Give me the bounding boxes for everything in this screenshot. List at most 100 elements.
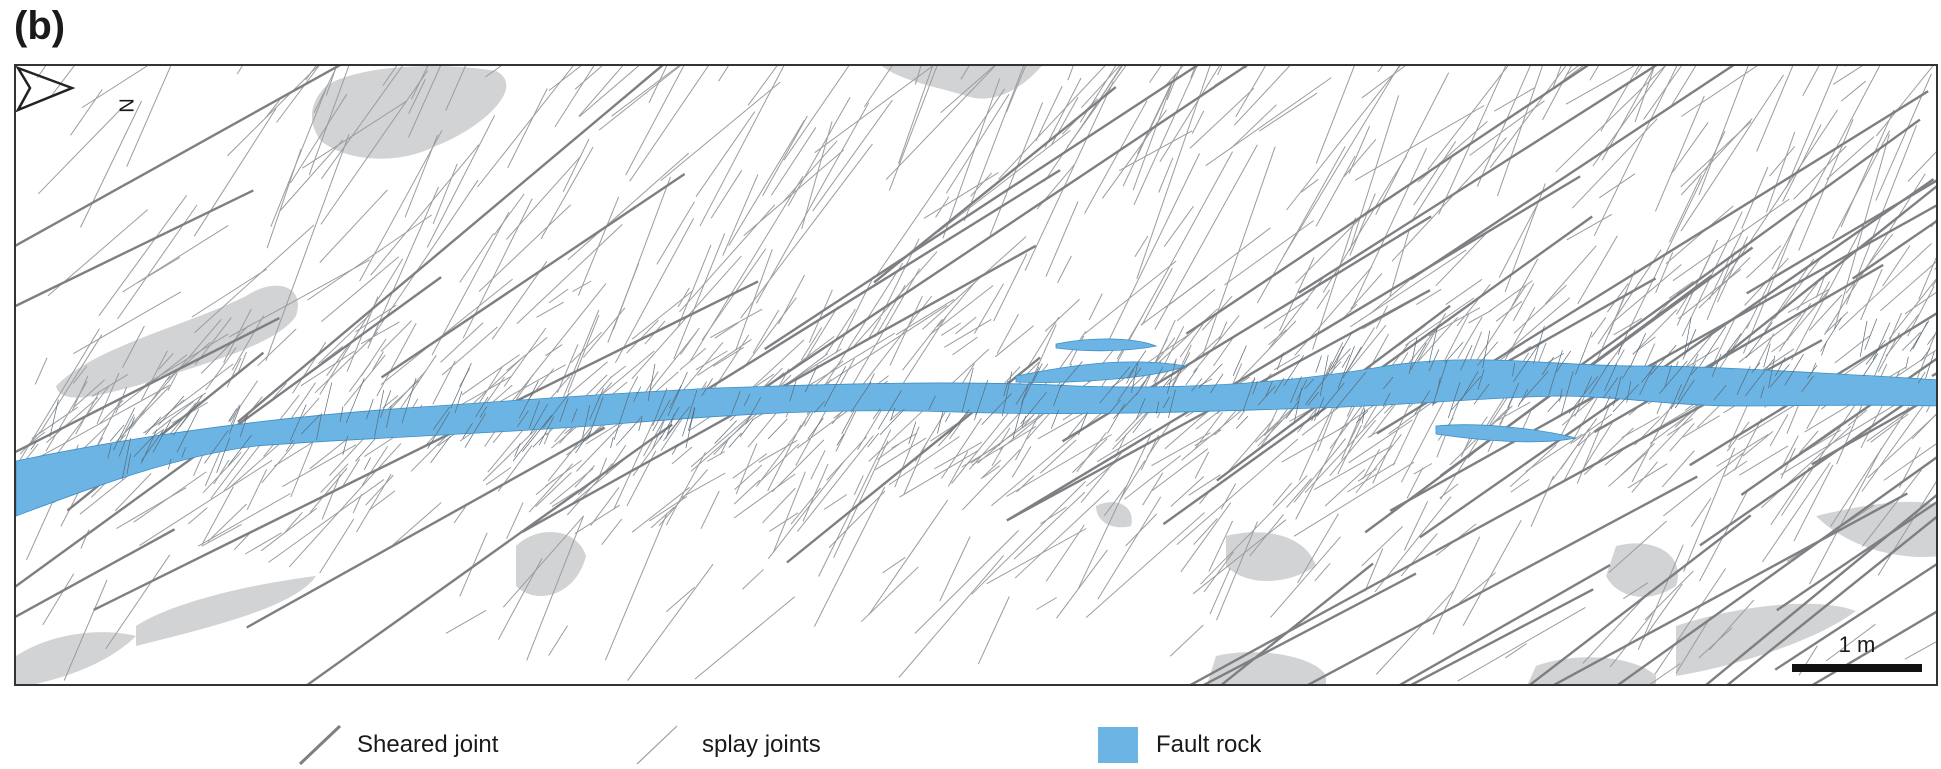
splay-joint	[742, 569, 764, 590]
fault-zone-fracture	[1316, 382, 1345, 417]
fault-zone-fracture	[1763, 343, 1771, 368]
splay-joint	[114, 473, 152, 512]
fault-zone-fracture	[512, 429, 538, 462]
splay-joint	[1916, 330, 1936, 378]
splay-joint	[1400, 533, 1438, 577]
splay-joint	[1497, 66, 1543, 197]
fault-zone-fracture	[1935, 371, 1936, 374]
splay-joint	[627, 563, 714, 681]
splay-joint	[1208, 520, 1234, 572]
splay-joint	[1044, 77, 1082, 149]
fault-zone-fracture	[1872, 322, 1891, 361]
fault-zone-fracture	[667, 405, 691, 435]
splay-joint	[70, 89, 103, 136]
splay-joint	[197, 493, 291, 547]
splay-joint	[505, 283, 607, 410]
fault-zone-fracture	[228, 405, 241, 435]
fault-zone-fracture	[850, 381, 872, 413]
splay-joint	[459, 233, 495, 283]
splay-joint	[1675, 616, 1712, 674]
splay-joint	[130, 375, 171, 429]
splay-joint	[246, 469, 268, 511]
fault-zone-fracture	[216, 437, 231, 473]
fault-zone-fracture	[30, 440, 38, 450]
splay-joint	[747, 66, 778, 106]
splay-joint	[1565, 66, 1635, 105]
splay-joint	[709, 308, 763, 339]
splay-joint	[143, 392, 207, 434]
fault-zone-fracture	[1289, 376, 1302, 404]
splay-joint	[1014, 489, 1110, 579]
splay-joint	[898, 66, 934, 164]
splay-joint	[158, 353, 174, 370]
fault-zone-fracture	[1713, 384, 1727, 401]
splay-joint	[1510, 478, 1530, 493]
fault-zone-fracture	[767, 418, 788, 440]
splay-joint	[309, 435, 352, 470]
splay-joint	[1272, 482, 1293, 506]
splay-joint	[167, 372, 178, 391]
splay-joint	[445, 66, 466, 111]
splay-joint	[991, 403, 1114, 507]
fault-zone-fracture	[669, 385, 682, 409]
splay-joint	[1907, 151, 1936, 182]
splay-joint	[1690, 497, 1712, 528]
sheared-joint	[1399, 564, 1611, 684]
splay-joint	[999, 411, 1047, 451]
fault-zone-fracture	[1021, 415, 1027, 428]
splay-joint	[833, 440, 889, 559]
splay-joint	[1375, 72, 1450, 215]
splay-joint	[660, 81, 781, 181]
fault-zone-fracture	[1613, 375, 1622, 406]
sheared-joint	[1389, 204, 1936, 512]
splay-joint	[578, 66, 624, 117]
splay-joint	[1641, 583, 1683, 642]
fault-zone-fracture	[204, 429, 229, 464]
splay-joint	[493, 193, 525, 236]
fault-zone-fracture	[589, 387, 604, 420]
splay-joint	[783, 140, 838, 202]
splay-joint	[1456, 283, 1491, 327]
splay-joint	[1163, 205, 1194, 247]
splay-joint	[1597, 249, 1662, 345]
splay-joint	[1862, 469, 1922, 547]
splay-joint	[1780, 398, 1905, 476]
splay-joint	[1118, 130, 1193, 172]
splay-joint	[1258, 92, 1318, 132]
splay-joint	[1024, 81, 1114, 271]
splay-joint	[1468, 309, 1493, 324]
splay-joint	[1875, 73, 1932, 201]
splay-joint	[963, 66, 1025, 222]
splay-joint	[574, 504, 621, 535]
splay-joint	[1499, 406, 1511, 425]
splay-joint	[1840, 109, 1895, 228]
splay-joint	[1428, 307, 1481, 337]
splay-joint	[1609, 613, 1653, 668]
splay-joint	[1044, 298, 1080, 332]
splay-joint	[891, 432, 918, 449]
splay-joint	[352, 493, 363, 514]
splay-joint	[996, 313, 1019, 354]
splay-joint	[1861, 392, 1934, 492]
splay-joint	[1214, 66, 1247, 86]
sheared-joint	[1740, 357, 1936, 496]
splay-joint	[1329, 419, 1376, 477]
splay-joint	[783, 66, 850, 161]
splay-joint	[1462, 519, 1522, 626]
splay-joint	[408, 66, 441, 138]
splay-joint	[1040, 506, 1067, 525]
legend-label-sheared-joint: Sheared joint	[357, 731, 499, 758]
splay-joint	[1662, 452, 1744, 517]
splay-joint	[342, 458, 361, 486]
splay-joint	[1136, 66, 1211, 280]
splay-joint	[1300, 178, 1319, 193]
fault-zone-fracture	[323, 382, 333, 415]
fault-zone-fracture	[300, 414, 321, 435]
sheared-joint	[1705, 494, 1936, 684]
splay-joint	[1648, 400, 1706, 460]
splay-joint	[1191, 110, 1205, 134]
splay-joint	[440, 322, 484, 363]
fault-zone-fracture	[1751, 362, 1761, 374]
fault-zone-fracture	[365, 398, 374, 420]
splay-joint	[888, 66, 938, 191]
